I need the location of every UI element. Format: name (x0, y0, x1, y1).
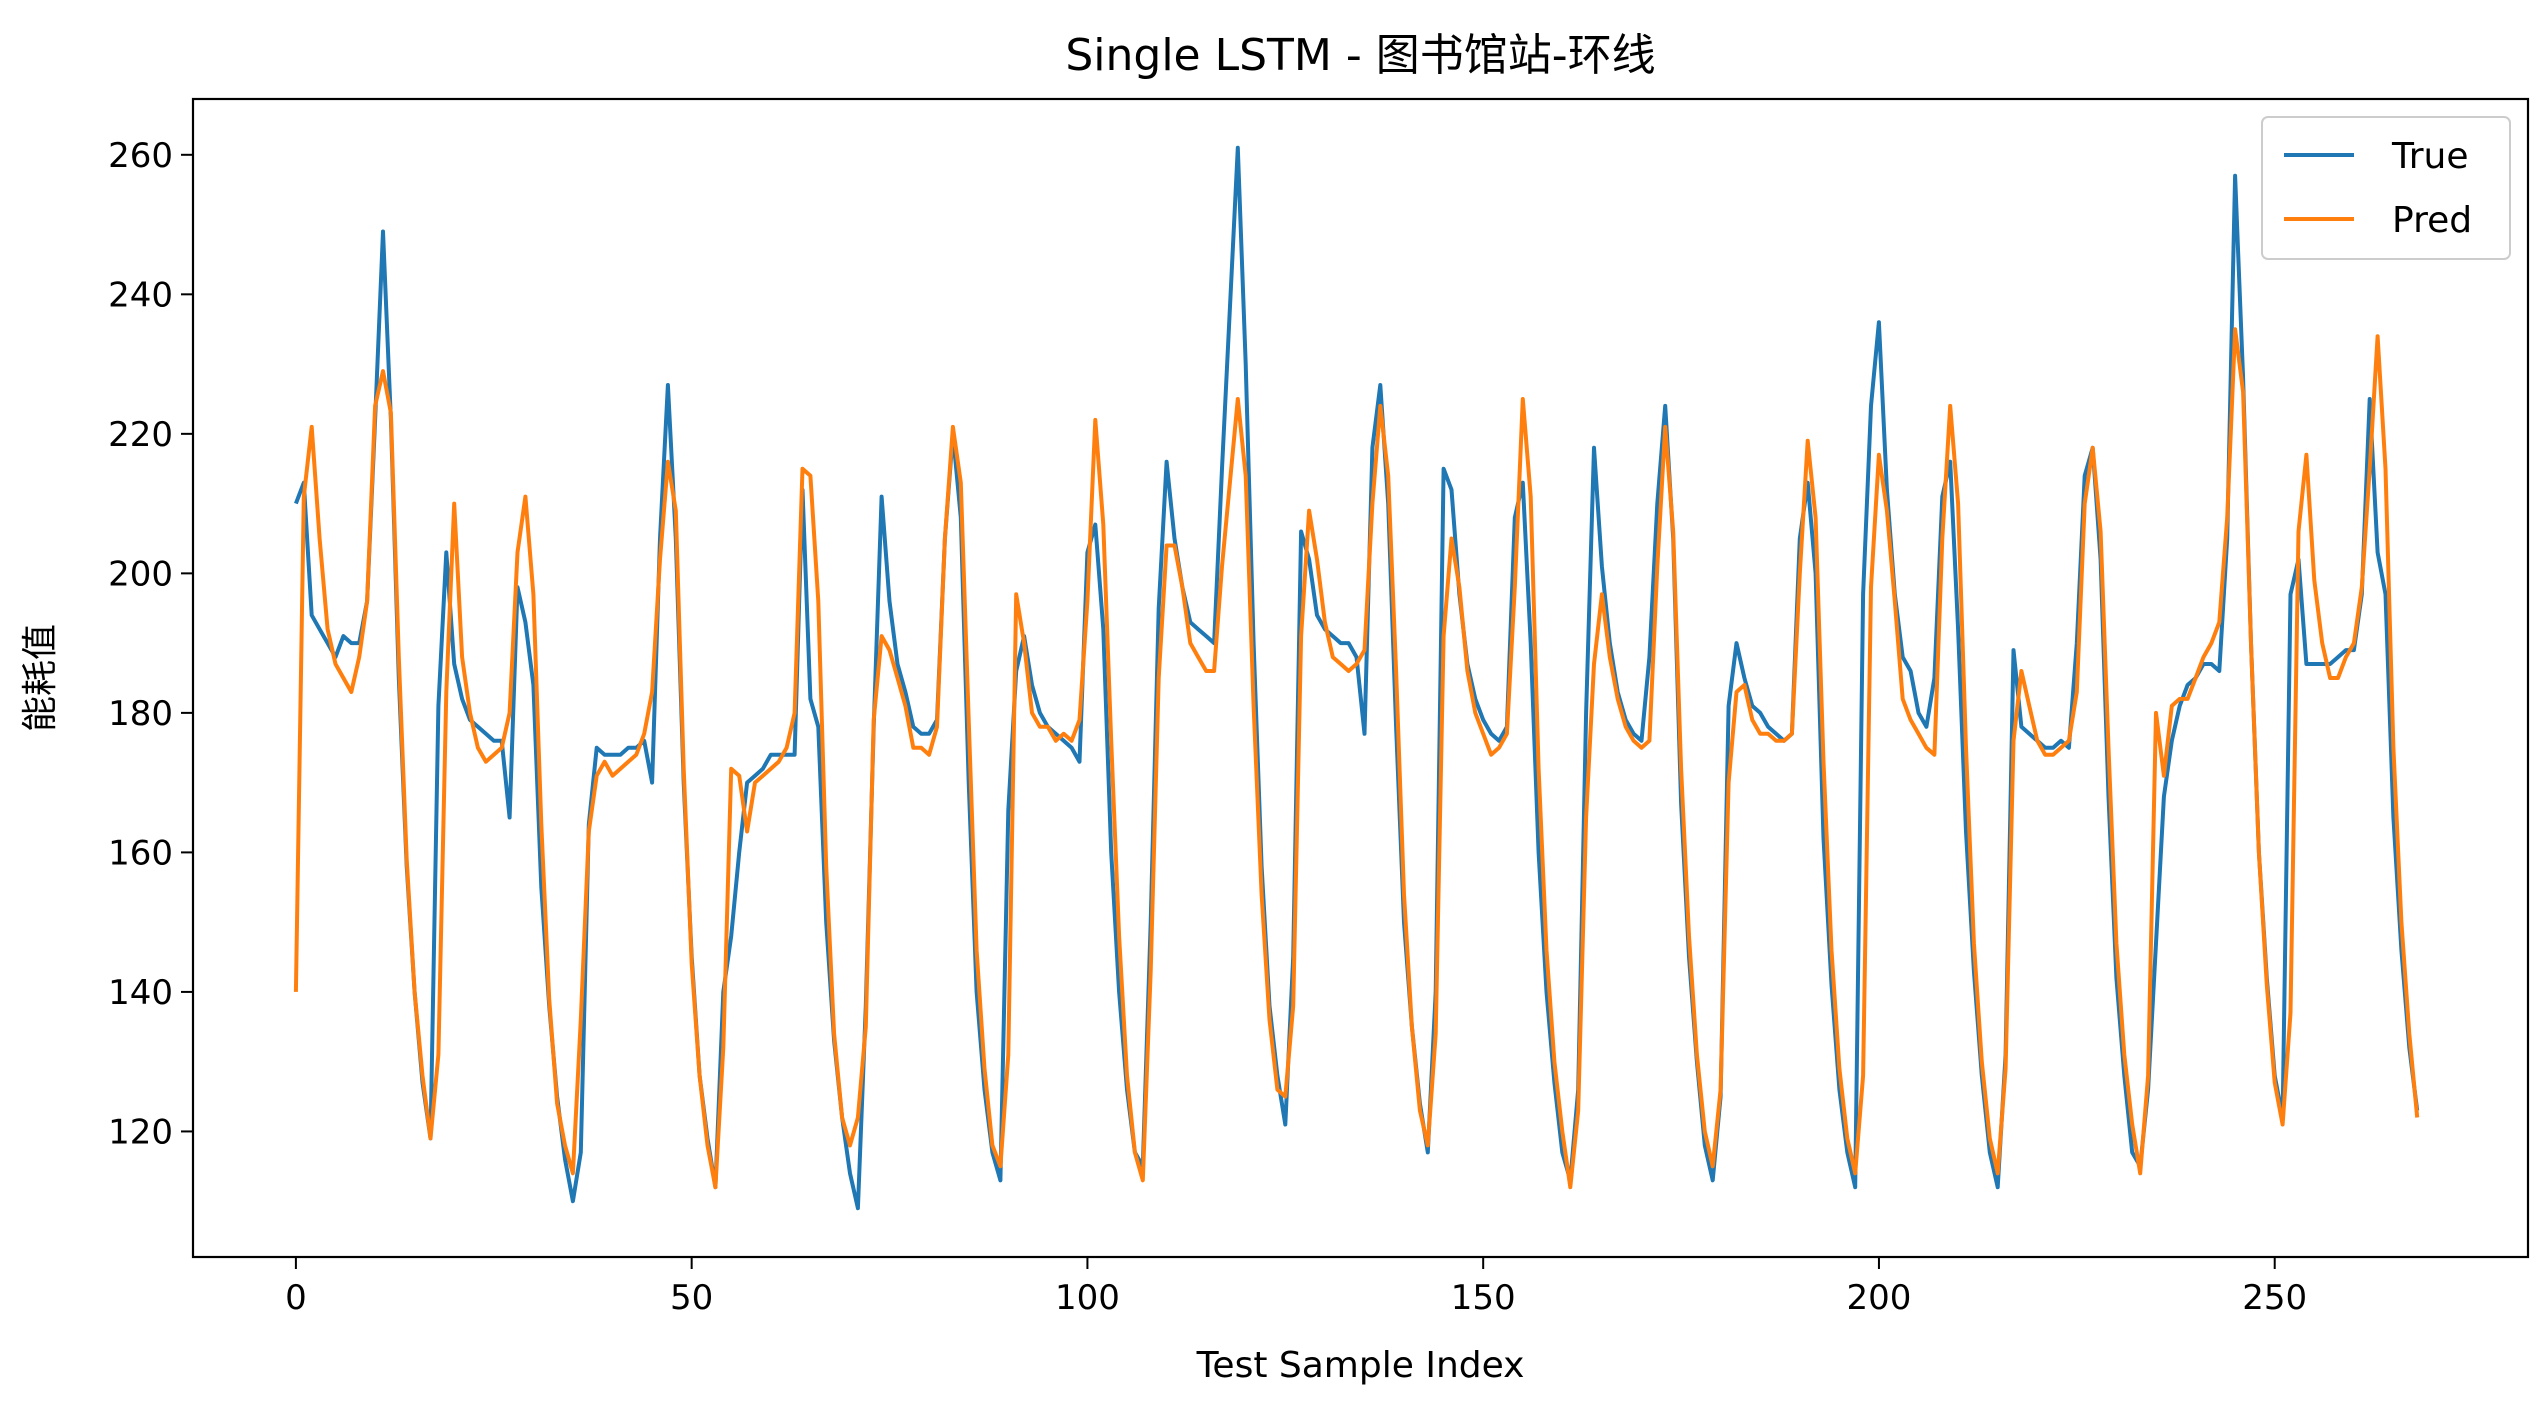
y-tick-label: 220 (108, 415, 173, 455)
y-tick-label: 240 (108, 275, 173, 315)
x-tick-label: 100 (1055, 1278, 1120, 1318)
y-tick-label: 120 (108, 1112, 173, 1152)
x-axis-label: Test Sample Index (1196, 1345, 1525, 1386)
legend-box (2261, 116, 2511, 260)
y-tick-label: 200 (108, 554, 173, 594)
y-tick-label: 160 (108, 833, 173, 873)
x-tick-label: 250 (2242, 1278, 2307, 1318)
y-axis: 120 140 160 180 200 220 240 260 (108, 136, 193, 1152)
x-tick-label: 50 (670, 1278, 713, 1318)
y-tick-label: 260 (108, 136, 173, 176)
x-tick-label: 200 (1846, 1278, 1911, 1318)
series-line-pred (293, 327, 2420, 1190)
x-axis: 0 50 100 150 200 250 (285, 1257, 2307, 1318)
plot-frame (191, 97, 2530, 1259)
y-tick-label: 140 (108, 973, 173, 1013)
y-tick-label: 180 (108, 694, 173, 734)
plot-area (293, 145, 2420, 1211)
legend-label-true: True (2391, 136, 2468, 177)
legend-label-pred: Pred (2392, 200, 2472, 241)
chart-title: Single LSTM - 图书馆站-环线 (1065, 30, 1655, 81)
x-tick-label: 150 (1451, 1278, 1516, 1318)
y-axis-label: 能耗值 (20, 624, 61, 732)
x-tick-label: 0 (285, 1278, 307, 1318)
legend: True Pred (2261, 116, 2511, 260)
